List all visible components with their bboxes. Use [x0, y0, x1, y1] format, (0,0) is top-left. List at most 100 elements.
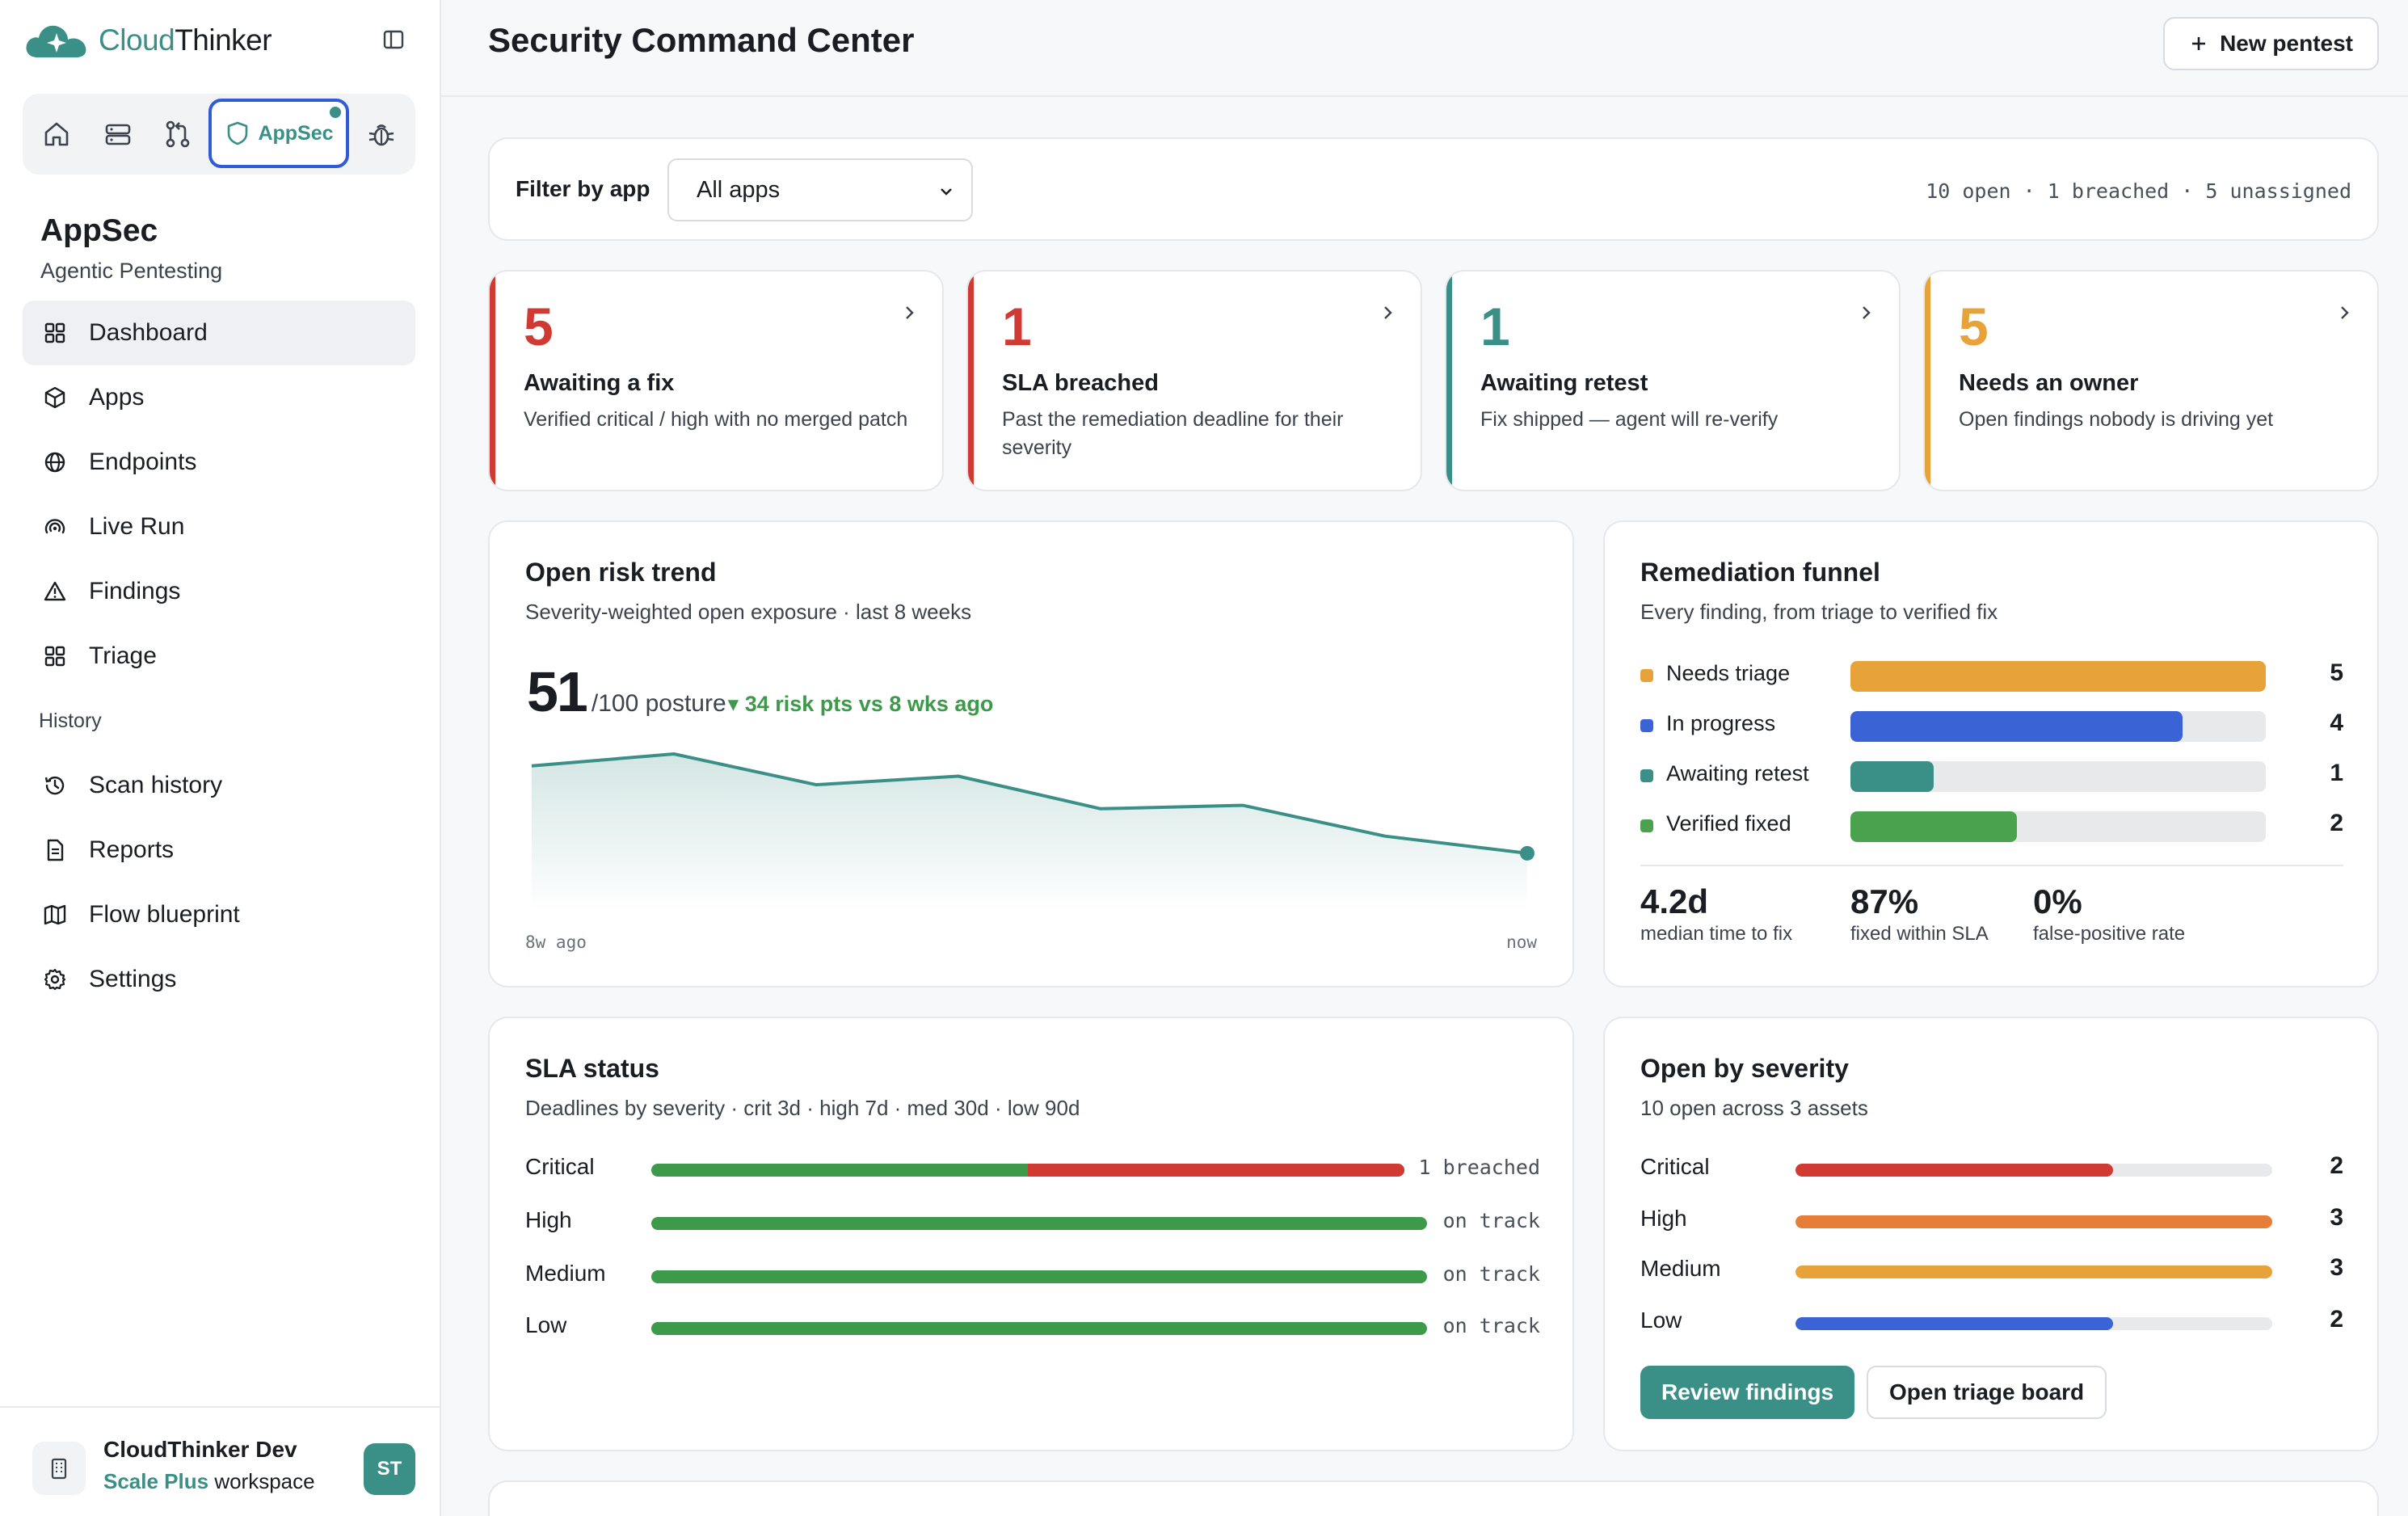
risk-trend-subtitle: Severity-weighted open exposure · last 8…	[525, 600, 972, 624]
risk-trend-card: Open risk trend Severity-weighted open e…	[488, 520, 1574, 988]
funnel-bar	[1850, 811, 2017, 842]
sla-status: on track	[1442, 1209, 1540, 1232]
severity-bar	[1795, 1265, 2272, 1278]
severity-row-medium[interactable]: Medium 3	[1640, 1254, 2343, 1286]
app-switcher-appsec[interactable]: AppSec	[208, 99, 349, 168]
severity-row-low[interactable]: Low 2	[1640, 1306, 2343, 1338]
trend-axis-start: 8w ago	[525, 933, 587, 952]
bug-icon[interactable]	[362, 115, 401, 154]
stat-card-awaiting-fix[interactable]: 5 Awaiting a fix Verified critical / hig…	[488, 270, 944, 491]
avatar[interactable]: ST	[364, 1443, 415, 1495]
brand-name: CloudThinker	[99, 23, 272, 57]
stat-card-needs-owner[interactable]: 5 Needs an owner Open findings nobody is…	[1923, 270, 2379, 491]
app-switcher-appsec-label: AppSec	[258, 121, 334, 145]
nav-item-triage[interactable]: Triage	[23, 624, 415, 689]
cloud-logo-icon	[26, 25, 86, 57]
review-findings-button[interactable]: Review findings	[1640, 1366, 1855, 1419]
stat-description: Verified critical / high with no merged …	[524, 408, 908, 431]
map-icon	[40, 900, 69, 929]
severity-track	[1795, 1317, 2272, 1330]
sla-status-card: SLA status Deadlines by severity · crit …	[488, 1017, 1574, 1451]
nav-item-label: Scan history	[89, 772, 223, 798]
radar-icon	[40, 512, 69, 541]
nav-item-dashboard[interactable]: Dashboard	[23, 301, 415, 365]
home-icon[interactable]	[37, 115, 76, 154]
funnel-value: 2	[2330, 810, 2343, 836]
severity-row-high[interactable]: High 3	[1640, 1204, 2343, 1236]
brand[interactable]: CloudThinker	[23, 18, 272, 63]
stat-card-awaiting-retest[interactable]: 1 Awaiting retest Fix shipped — agent wi…	[1445, 270, 1901, 491]
funnel-track	[1850, 711, 2266, 742]
nav-item-settings[interactable]: Settings	[23, 947, 415, 1012]
sidebar-nav: Dashboard Apps Endpoints Live Run Findin…	[23, 301, 415, 1012]
server-icon[interactable]	[99, 115, 137, 154]
legend-swatch	[1640, 719, 1653, 732]
nav-item-scan-history[interactable]: Scan history	[23, 753, 415, 818]
nav-item-apps[interactable]: Apps	[23, 365, 415, 430]
stat-label: Awaiting a fix	[524, 370, 675, 396]
new-pentest-button[interactable]: New pentest	[2163, 17, 2379, 70]
funnel-row-in-progress[interactable]: In progress 4	[1640, 710, 2343, 742]
history-icon	[40, 771, 69, 800]
active-indicator-dot	[330, 107, 341, 118]
severity-bar	[1795, 1317, 2114, 1330]
nav-item-findings[interactable]: Findings	[23, 559, 415, 624]
trend-area	[532, 754, 1527, 912]
stat-description: Past the remediation deadline for their …	[1002, 408, 1344, 459]
sla-row-medium: Medium on track	[525, 1259, 1540, 1291]
severity-row-critical[interactable]: Critical 2	[1640, 1152, 2343, 1185]
nav-item-flow-blueprint[interactable]: Flow blueprint	[23, 882, 415, 947]
severity-value: 2	[2330, 1152, 2343, 1179]
severity-label: Low	[1640, 1308, 1682, 1333]
chevron-right-icon	[906, 306, 914, 319]
funnel-row-needs-triage[interactable]: Needs triage 5	[1640, 659, 2343, 692]
workspace-plan-name: Scale Plus	[103, 1469, 209, 1493]
sla-title: SLA status	[525, 1054, 659, 1083]
grid-icon	[40, 642, 69, 671]
posture-score: 51 /100 posture ▾ 34 risk pts vs 8 wks a…	[527, 659, 993, 724]
workspace-switcher[interactable]: CloudThinker Dev Scale Plus workspace ST	[0, 1406, 441, 1516]
remediation-funnel-card: Remediation funnel Every finding, from t…	[1603, 520, 2379, 988]
severity-value: 3	[2330, 1254, 2343, 1281]
funnel-value: 1	[2330, 760, 2343, 786]
funnel-subtitle: Every finding, from triage to verified f…	[1640, 600, 1998, 624]
sidebar-collapse-icon[interactable]	[378, 24, 409, 55]
severity-label: Medium	[1640, 1256, 1721, 1281]
chevron-down-icon	[941, 188, 952, 196]
filter-bar: Filter by app All apps 10 open · 1 breac…	[488, 137, 2379, 241]
nav-item-live-run[interactable]: Live Run	[23, 495, 415, 559]
severity-label: High	[1640, 1206, 1687, 1231]
git-pull-request-icon[interactable]	[158, 115, 197, 154]
trend-current-point	[1520, 845, 1534, 861]
app-filter-value: All apps	[697, 176, 781, 203]
nav-item-reports[interactable]: Reports	[23, 818, 415, 882]
stat-value: 5	[524, 297, 554, 356]
severity-label: Critical	[1640, 1154, 1710, 1179]
shield-icon	[228, 121, 248, 145]
posture-score-suffix: /100 posture	[591, 690, 726, 717]
chevron-right-icon	[2341, 306, 2349, 319]
legend-swatch	[1640, 819, 1653, 832]
sla-bar	[651, 1164, 1404, 1177]
stat-card-accent	[1925, 272, 1930, 490]
nav-item-label: Endpoints	[89, 448, 197, 475]
filter-summary: 10 open · 1 breached · 5 unassigned	[1926, 179, 2351, 203]
stat-label: Needs an owner	[1959, 370, 2139, 396]
stat-card-sla-breached[interactable]: 1 SLA breached Past the remediation dead…	[966, 270, 1422, 491]
sla-row-high: High on track	[525, 1206, 1540, 1238]
funnel-label: Verified fixed	[1666, 811, 1791, 836]
sla-label: High	[525, 1207, 572, 1232]
severity-track	[1795, 1265, 2272, 1278]
stat-value: 5	[1959, 297, 1989, 356]
sla-row-low: Low on track	[525, 1311, 1540, 1343]
nav-item-endpoints[interactable]: Endpoints	[23, 430, 415, 495]
metric-false-positive: 0% false-positive rate	[2033, 882, 2185, 945]
open-triage-board-button[interactable]: Open triage board	[1867, 1366, 2107, 1419]
funnel-bar	[1850, 661, 2266, 692]
sla-label: Critical	[525, 1154, 595, 1179]
funnel-row-awaiting-retest[interactable]: Awaiting retest 1	[1640, 760, 2343, 792]
funnel-row-verified-fixed[interactable]: Verified fixed 2	[1640, 810, 2343, 842]
app-filter-select[interactable]: All apps	[667, 158, 973, 221]
metric-label: median time to fix	[1640, 923, 1793, 945]
legend-swatch	[1640, 669, 1653, 682]
